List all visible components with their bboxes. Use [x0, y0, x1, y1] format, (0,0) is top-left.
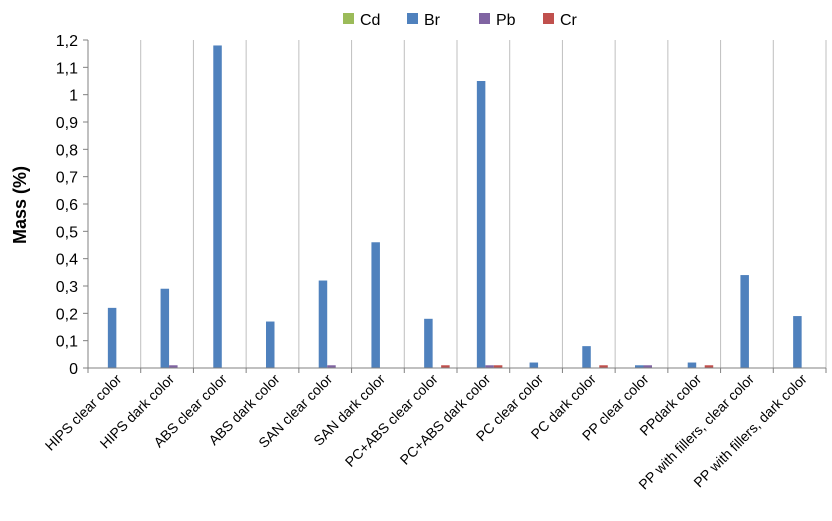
- bar-br: [793, 316, 802, 368]
- bar-cr: [599, 365, 608, 368]
- chart-bars: [107, 45, 802, 368]
- bar-br: [107, 307, 117, 368]
- legend-label-br: Br: [424, 12, 441, 29]
- y-tick-label: 0,4: [56, 252, 78, 269]
- x-tick-label: PC+ABS clear color: [342, 371, 441, 470]
- bar-pb: [327, 365, 336, 368]
- y-tick-label: 0,7: [56, 170, 78, 187]
- legend-swatch-cr: [543, 13, 554, 24]
- bar-pb: [643, 365, 652, 368]
- y-tick-label: 0,1: [56, 334, 78, 351]
- y-tick-label: 0,3: [56, 279, 78, 296]
- y-tick-label: 0,6: [56, 197, 78, 214]
- y-tick-label: 1,2: [56, 33, 78, 50]
- bar-br: [318, 280, 328, 368]
- y-axis-ticks: 0 0,1 0,2 0,3 0,4 0,5 0,6 0,7 0,8 0,9 1 1,1 1,2: [56, 33, 88, 378]
- bar-pb: [485, 365, 494, 368]
- bar-br: [687, 362, 697, 368]
- chart-grid: [140, 40, 827, 368]
- y-tick-label: 0,5: [56, 224, 78, 241]
- legend-swatch-br: [407, 13, 418, 24]
- legend-label-cr: Cr: [560, 12, 578, 29]
- bar-br: [371, 242, 380, 368]
- bar-br: [635, 365, 644, 368]
- bar-br: [266, 321, 275, 368]
- bar-cr: [441, 365, 450, 368]
- bar-br: [582, 346, 591, 368]
- y-tick-label: 1,1: [56, 60, 78, 77]
- chart-legend: Cd Br Pb Cr: [343, 12, 578, 29]
- legend-swatch-cd: [343, 13, 354, 24]
- y-tick-label: 0,2: [56, 306, 78, 323]
- bar-cr: [704, 365, 714, 368]
- legend-label-cd: Cd: [360, 12, 380, 29]
- bar-br: [160, 288, 170, 368]
- bar-br: [529, 362, 539, 368]
- bar-br: [424, 318, 433, 368]
- y-axis-label: Mass (%): [10, 166, 30, 244]
- bar-pb: [169, 365, 178, 368]
- legend-swatch-pb: [479, 13, 490, 24]
- legend-label-pb: Pb: [496, 12, 516, 29]
- bar-br: [476, 81, 486, 368]
- y-tick-label: 0,8: [56, 142, 78, 159]
- bar-br: [213, 45, 222, 368]
- x-tick-label: PC+ABS dark color: [397, 371, 494, 468]
- bar-br: [740, 275, 749, 368]
- y-tick-label: 1: [69, 88, 78, 105]
- y-tick-label: 0,9: [56, 115, 78, 132]
- y-tick-label: 0: [69, 361, 78, 378]
- bar-cr: [493, 365, 503, 368]
